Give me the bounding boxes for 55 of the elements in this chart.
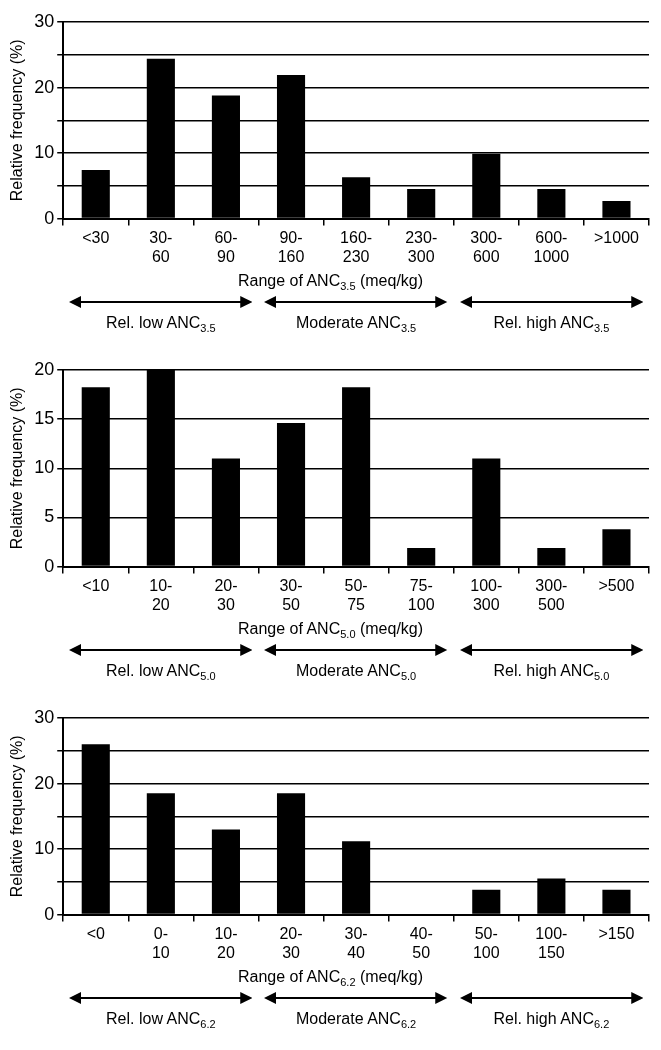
x-tick-label: 50-100	[472, 924, 500, 961]
y-tick-label: 20	[34, 772, 55, 793]
x-tick-label: 160-230	[340, 228, 373, 265]
text: Rel. low ANC$_{6.2}$	[105, 1010, 217, 1031]
text: Rel. low ANC$_{3.5}$	[105, 314, 217, 335]
y-tick-label: 30	[34, 706, 55, 727]
text: Moderate ANC$_{3.5}$	[294, 314, 418, 335]
y-tick-label: 20	[34, 358, 55, 379]
x-axis-title: Range of ANC$_{3.5}$ (meq/kg)	[236, 271, 425, 293]
x-axis-title: Range of ANC$_{5.0}$ (meq/kg)	[236, 619, 425, 641]
x-tick-label: <10	[82, 576, 110, 594]
y-tick-label: 20	[34, 76, 55, 97]
x-tick-label: >500	[598, 576, 635, 594]
x-axis-title: Range of ANC$_{6.2}$ (meq/kg)	[236, 967, 425, 989]
x-tick-label: 40-50	[409, 924, 433, 961]
x-tick-label: <30	[82, 228, 110, 246]
text: Moderate ANC$_{6.2}$	[294, 1010, 418, 1031]
x-tick-label: 100-300	[470, 576, 503, 613]
y-tick-label: 10	[34, 457, 55, 478]
x-tick-label: 75-100	[407, 576, 435, 613]
x-tick-label: <0	[86, 924, 105, 942]
x-tick-label: 10-20	[149, 576, 173, 613]
x-tick-label: 60-90	[214, 228, 238, 265]
x-tick-label: 90-160	[277, 228, 305, 265]
x-tick-label: 300-600	[470, 228, 503, 265]
text: Rel. high ANC$_{5.0}$	[492, 662, 611, 683]
y-tick-label: 30	[34, 10, 55, 31]
y-tick-label: 0	[44, 207, 55, 228]
x-tick-label: 20-30	[214, 576, 238, 613]
y-axis-title: Relative frequency (%)	[8, 387, 26, 550]
x-tick-label: >1000	[593, 228, 640, 246]
x-tick-label: 600-1000	[533, 228, 570, 265]
x-tick-label: 230-300	[405, 228, 438, 265]
text: Moderate ANC$_{5.0}$	[294, 662, 418, 683]
y-tick-label: 10	[34, 838, 55, 859]
x-tick-label: 0-10	[151, 924, 170, 961]
y-axis-title: Relative frequency (%)	[8, 39, 26, 202]
x-tick-label: 20-30	[279, 924, 303, 961]
text: Rel. high ANC$_{3.5}$	[492, 314, 611, 335]
y-tick-label: 0	[44, 555, 55, 576]
x-tick-label: 10-20	[214, 924, 238, 961]
x-tick-label: 300-500	[535, 576, 568, 613]
x-tick-label: 30-40	[344, 924, 368, 961]
y-tick-label: 10	[34, 142, 55, 163]
x-tick-label: 30-60	[149, 228, 173, 265]
x-tick-label: 100-150	[535, 924, 568, 961]
y-tick-label: 15	[34, 408, 55, 429]
x-tick-label: 50-75	[344, 576, 368, 613]
x-tick-label: >150	[598, 924, 635, 942]
y-axis-title: Relative frequency (%)	[8, 735, 26, 898]
x-tick-label: 30-50	[279, 576, 303, 613]
text: Rel. low ANC$_{5.0}$	[105, 662, 217, 683]
y-tick-label: 0	[44, 903, 55, 924]
y-tick-label: 5	[44, 506, 55, 527]
text: Rel. high ANC$_{6.2}$	[492, 1010, 611, 1031]
